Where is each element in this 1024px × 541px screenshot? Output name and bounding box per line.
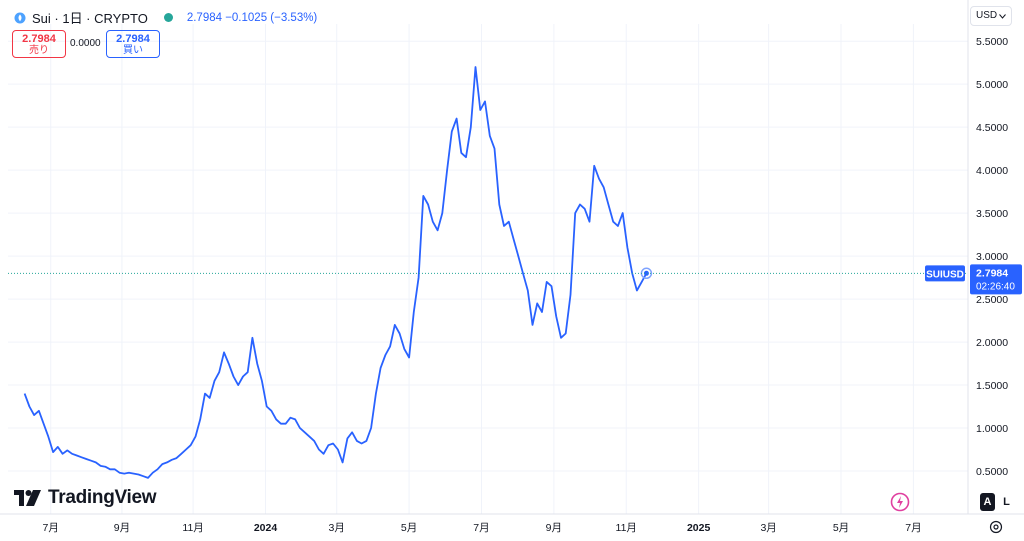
spread-value: 0.0000: [70, 38, 101, 49]
x-tick-label: 3月: [329, 522, 345, 534]
y-tick-label: 0.5000: [976, 466, 1008, 478]
y-tick-label: 2.5000: [976, 294, 1008, 306]
symbol-title[interactable]: Sui · 1日 · CRYPTO: [32, 11, 148, 26]
price-change: 2.7984 −0.1025 (−3.53%): [186, 11, 318, 24]
buy-price: 2.7984: [116, 33, 150, 45]
price-tag-value: 2.7984: [976, 267, 1008, 279]
y-tick-label: 5.5000: [976, 36, 1008, 48]
tradingview-logo-icon: [14, 490, 41, 506]
sui-logo-icon: [14, 12, 26, 23]
x-tick-label: 7月: [473, 522, 489, 534]
symbol-tag-label: SUIUSD: [926, 269, 964, 280]
x-tick-label: 2025: [687, 522, 711, 534]
y-tick-label: 1.5000: [976, 380, 1008, 392]
y-tick-label: 4.5000: [976, 122, 1008, 134]
tradingview-logo[interactable]: TradingView: [14, 487, 157, 509]
x-tick-label: 3月: [760, 522, 776, 534]
y-tick-label: 1.0000: [976, 423, 1008, 435]
market-status-icon[interactable]: [163, 13, 173, 22]
y-tick-label: 4.0000: [976, 165, 1008, 177]
log-scale-button[interactable]: L: [1003, 496, 1010, 508]
bar-countdown: 02:26:40: [976, 281, 1015, 292]
x-tick-label: 9月: [114, 522, 130, 534]
buy-button[interactable]: 2.7984 買い: [106, 30, 160, 58]
price-series-line[interactable]: [23, 66, 648, 479]
sell-label: 売り: [29, 45, 49, 56]
tradingview-text: TradingView: [48, 487, 157, 508]
y-tick-label: 5.0000: [976, 79, 1008, 91]
sell-button[interactable]: 2.7984 売り: [12, 30, 66, 58]
lightning-icon[interactable]: [890, 492, 910, 512]
auto-scale-button[interactable]: A: [980, 493, 995, 511]
currency-button[interactable]: USD: [970, 6, 1012, 26]
sell-price: 2.7984: [22, 33, 56, 45]
y-tick-label: 3.0000: [976, 251, 1008, 263]
last-price-dot: [643, 270, 649, 276]
x-tick-label: 7月: [43, 522, 59, 534]
gear-icon[interactable]: [989, 520, 1003, 534]
buy-label: 買い: [123, 45, 143, 56]
symbol-legend[interactable]: Sui · 1日 · CRYPTO 2.7984 −0.1025 (−3.53%…: [14, 8, 317, 27]
currency-label: USD: [976, 10, 998, 21]
x-tick-label: 9月: [546, 522, 562, 534]
y-tick-label: 3.5000: [976, 208, 1008, 220]
x-tick-label: 7月: [905, 522, 921, 534]
price-tag: [970, 264, 1022, 295]
x-tick-label: 11月: [182, 522, 203, 534]
x-tick-label: 5月: [833, 522, 849, 534]
x-tick-label: 5月: [401, 522, 417, 534]
x-tick-label: 2024: [254, 522, 278, 534]
symbol-tag: [925, 265, 965, 282]
x-tick-label: 11月: [616, 522, 637, 534]
chevron-down-icon: [999, 14, 1006, 19]
y-tick-label: 2.0000: [976, 337, 1008, 349]
